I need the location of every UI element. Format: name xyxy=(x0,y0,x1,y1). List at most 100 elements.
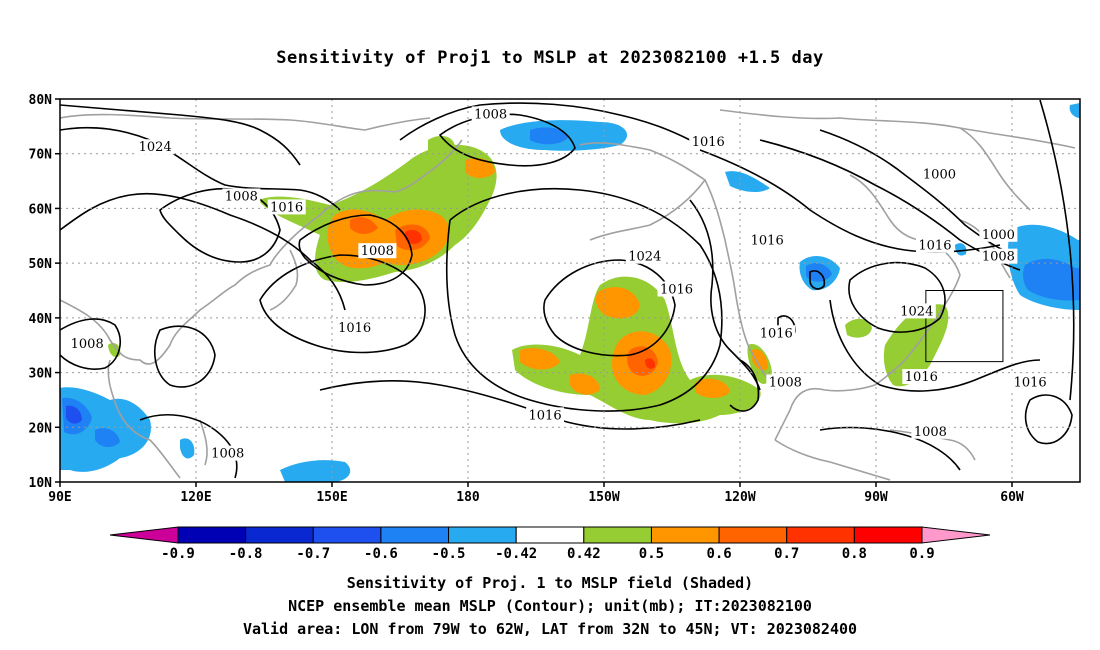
lon-tick-label: 90E xyxy=(48,490,71,505)
contour-1008-southeast-asia xyxy=(139,414,238,479)
colorbar-segment xyxy=(650,526,720,544)
contour-label: 1024 xyxy=(139,140,172,155)
colorbar-label: 0.8 xyxy=(842,546,867,562)
coastline-gulf-of-mexico xyxy=(774,384,876,441)
lat-tick-label: 20N xyxy=(29,421,53,436)
negative-region-asia-south xyxy=(180,438,195,459)
contour-1016-far-east xyxy=(1039,99,1075,401)
lat-tick-label: 70N xyxy=(29,148,53,163)
colorbar-label: -0.9 xyxy=(161,546,195,562)
positive-region-arctic xyxy=(428,135,455,156)
positive-core-pacific-central-e xyxy=(520,348,560,370)
contour-label: 1000 xyxy=(982,228,1015,243)
contour-1016-west-coast xyxy=(689,199,761,391)
footer-line-2: NCEP ensemble mean MSLP (Contour); unit(… xyxy=(288,597,812,615)
colorbar-label: -0.42 xyxy=(495,546,537,562)
colorbar-segment xyxy=(583,526,652,544)
contour-label-bg xyxy=(526,407,565,423)
coastline-japan xyxy=(269,249,299,311)
colorbar-segment xyxy=(853,526,923,544)
negative-core-arctic xyxy=(530,127,568,145)
lat-tick-label: 60N xyxy=(29,202,53,217)
lon-tick-label: 150W xyxy=(588,490,619,505)
contour-1016-north xyxy=(399,102,691,141)
contour-label-bg xyxy=(68,336,107,352)
contour-1008-asia-south xyxy=(60,318,121,370)
contour-label-bg xyxy=(902,369,941,385)
colorbar-segment xyxy=(177,526,247,544)
contour-label-bg xyxy=(657,281,696,297)
footer-line-3: Valid area: LON from 79W to 62W, LAT fro… xyxy=(242,620,858,638)
contour-1016-northwest xyxy=(60,126,341,211)
valid-area-box xyxy=(925,290,1004,363)
contour-label: 1008 xyxy=(225,189,258,204)
contour-1008-caribbean xyxy=(819,426,961,471)
positive-core-arctic xyxy=(465,158,495,178)
colorbar-high-arrow xyxy=(921,526,991,544)
lat-tick-label: 10N xyxy=(29,476,53,491)
colorbar-label: 0.6 xyxy=(706,546,731,562)
contour-label-bg xyxy=(757,325,796,341)
contour-label: 1016 xyxy=(751,233,784,248)
negative-region-newfoundland xyxy=(955,243,967,256)
contour-label-bg xyxy=(979,248,1018,264)
contour-label: 1016 xyxy=(338,321,371,336)
lat-tick-label: 30N xyxy=(29,367,53,382)
contour-label: 1000 xyxy=(923,168,956,183)
lat-tick-label: 50N xyxy=(29,257,53,272)
colorbar-label: -0.8 xyxy=(229,546,263,562)
contour-label-bg xyxy=(208,445,247,461)
contour-1016-atlantic-south xyxy=(1024,394,1073,445)
coastline-central-america xyxy=(774,439,891,481)
colorbar-segment xyxy=(245,526,314,544)
contour-label-bg xyxy=(1011,374,1050,390)
lat-lon-grid xyxy=(60,99,1080,482)
coastline-north-america-west xyxy=(704,179,776,391)
colorbar-label: 0.9 xyxy=(909,546,934,562)
lon-tick-label: 60W xyxy=(1000,490,1024,505)
contour-label: 1008 xyxy=(914,425,947,440)
contour-label-bg xyxy=(358,243,397,259)
negative-core-asia-b xyxy=(66,405,82,424)
colorbar-segment xyxy=(380,526,450,544)
colorbar-label: 0.42 xyxy=(567,546,601,562)
contour-label-bg xyxy=(920,166,959,182)
lon-tick-label: 180 xyxy=(456,490,480,505)
contour-label: 1016 xyxy=(692,135,725,150)
positive-core-pacific-north-d xyxy=(405,229,422,244)
contour-label: 1016 xyxy=(918,239,951,254)
contour-label-bg xyxy=(979,226,1018,242)
contour-label-bg xyxy=(897,303,936,319)
positive-core-pacific-central-f xyxy=(570,373,600,395)
colorbar-label: 0.7 xyxy=(774,546,799,562)
contour-label: 1016 xyxy=(760,326,793,341)
colorbar-label: -0.7 xyxy=(296,546,330,562)
positive-core-pacific-north-b xyxy=(350,217,378,234)
contour-label: 1016 xyxy=(270,200,303,215)
coastline-greenland xyxy=(959,127,1031,211)
contour-1008-mexico xyxy=(729,359,760,412)
contour-label: 1008 xyxy=(71,337,104,352)
colorbar-segment xyxy=(786,526,855,544)
lon-tick-label: 150E xyxy=(316,490,347,505)
colorbar-segment xyxy=(718,526,788,544)
contour-1016-central-pacific xyxy=(319,380,701,430)
contour-label: 1008 xyxy=(361,244,394,259)
negative-region-north-atlantic xyxy=(1069,103,1080,118)
contour-1024-atlantic-high xyxy=(848,261,946,333)
positive-core-mexico xyxy=(752,349,768,371)
colorbar-segment xyxy=(448,526,517,544)
negative-region-asia-southeast xyxy=(280,460,351,482)
positive-core-pacific-central-d xyxy=(645,358,656,369)
colorbar-segment xyxy=(515,526,585,544)
contour-label: 1016 xyxy=(905,370,938,385)
coastline-southeast-asia xyxy=(107,359,181,479)
contour-label: 1008 xyxy=(211,447,244,462)
lat-tick-label: 40N xyxy=(29,312,53,327)
footer-line-1: Sensitivity of Proj. 1 to MSLP field (Sh… xyxy=(346,574,754,592)
contour-1024-northwest xyxy=(60,104,301,166)
contour-labels: 1008 1016 1024 1000 1008 1016 1008 1016 1016 1000… xyxy=(68,106,1050,462)
lon-tick-label: 90W xyxy=(864,490,888,505)
contour-label-bg xyxy=(136,139,175,155)
